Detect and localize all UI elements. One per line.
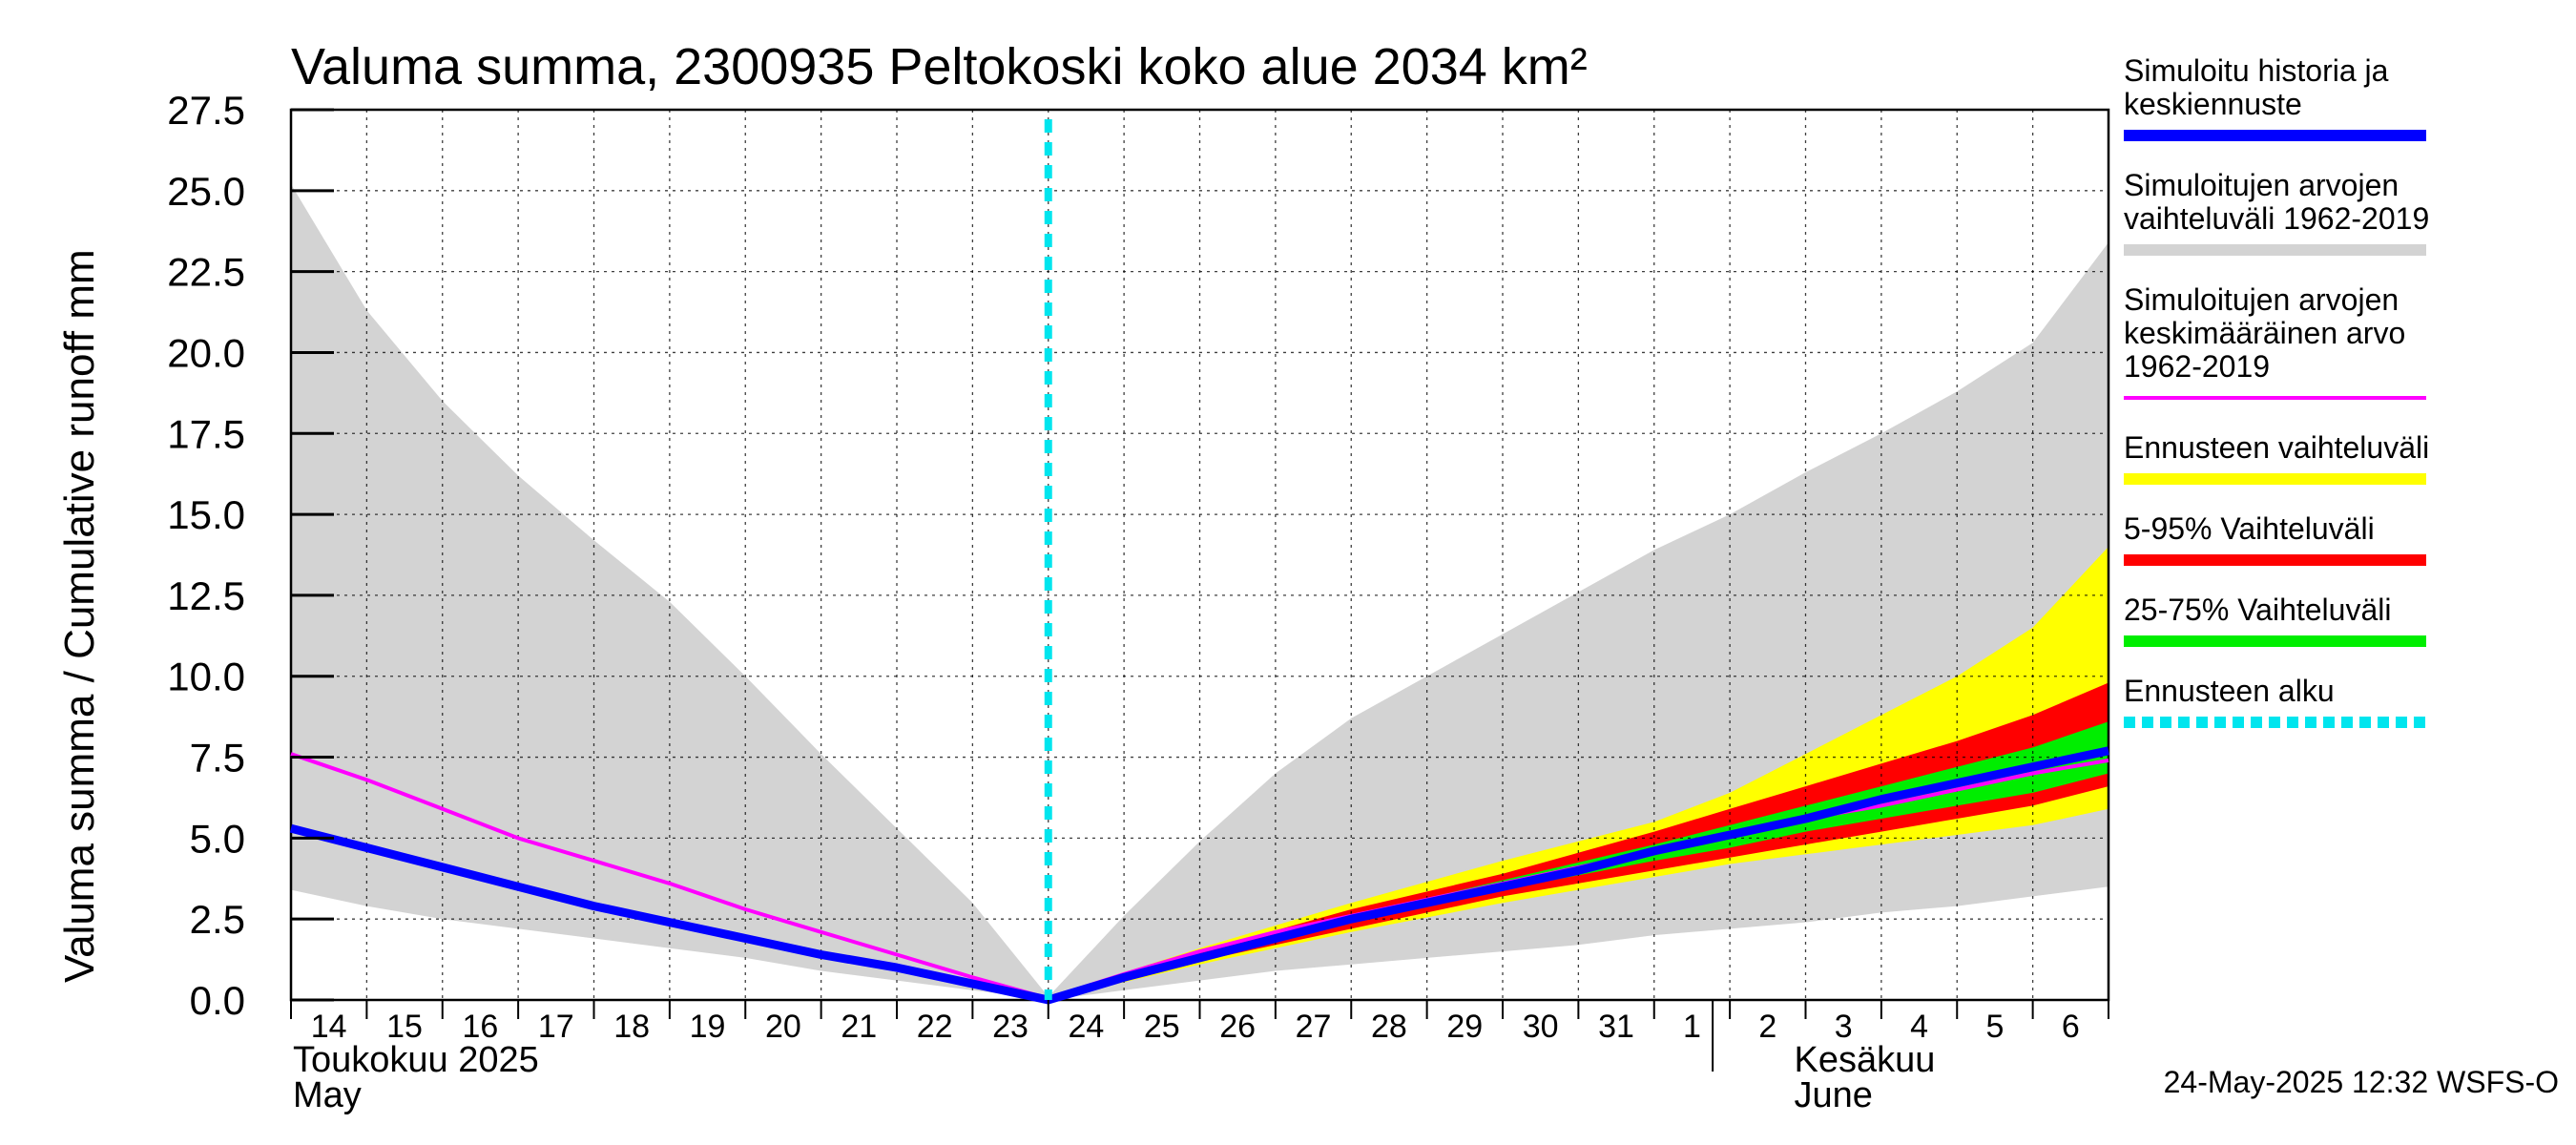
x-day-label: 26	[1219, 1009, 1256, 1045]
month-label-fi: Toukokuu 2025	[293, 1040, 539, 1080]
x-day-label: 14	[311, 1009, 347, 1045]
y-tick-label: 25.0	[167, 169, 245, 214]
legend-label: Simuloitu historia ja	[2124, 53, 2389, 88]
x-day-label: 24	[1069, 1009, 1105, 1045]
month-label-fi: Kesäkuu	[1795, 1040, 1936, 1080]
lines-layer	[289, 119, 2109, 1005]
y-axis: 0.0 2.5 5.0 7.5 10.0 12.5 15.0 17.5 20.0 22.5 25.0…	[167, 88, 334, 1023]
legend-label: Simuloitujen arvojen	[2124, 282, 2399, 317]
x-day-label: 4	[1910, 1009, 1928, 1045]
y-tick-label: 17.5	[167, 411, 245, 456]
legend-label: Ennusteen vaihteluväli	[2124, 430, 2429, 465]
x-day-label: 22	[917, 1009, 953, 1045]
legend-label: Simuloitujen arvojen	[2124, 168, 2399, 202]
x-day-label: 16	[463, 1009, 499, 1045]
band-5-95-vaihteluv-li	[1048, 682, 2109, 1000]
y-tick-label: 0.0	[190, 978, 245, 1023]
x-day-label: 2	[1758, 1009, 1776, 1045]
x-day-label: 3	[1835, 1009, 1853, 1045]
x-axis: 14 15 16 17 18 19 20 21 22 23 24 25 26 27 28 29 30 31 1 2 3 4…	[290, 1000, 2109, 1115]
x-day-label: 25	[1144, 1009, 1180, 1045]
y-tick-label: 15.0	[167, 492, 245, 537]
month-label-en: May	[293, 1075, 362, 1115]
y-tick-label: 22.5	[167, 250, 245, 295]
x-day-label: 23	[992, 1009, 1028, 1045]
footer-timestamp: 24-May-2025 12:32 WSFS-O	[2164, 1065, 2559, 1099]
month-label-en: June	[1795, 1075, 1873, 1115]
y-tick-label: 10.0	[167, 655, 245, 699]
legend-label: keskiennuste	[2124, 87, 2302, 121]
legend-label: 1962-2019	[2124, 349, 2270, 384]
x-day-label: 6	[2062, 1009, 2080, 1045]
legend-label: 25-75% Vaihteluväli	[2124, 593, 2391, 627]
y-tick-label: 20.0	[167, 330, 245, 375]
legend-label: 5-95% Vaihteluväli	[2124, 511, 2375, 546]
band-simuloitujen-arvojen-vaihteluv-li-1962-2019	[291, 184, 2109, 1000]
y-axis-label: Valuma summa / Cumulative runoff mm	[56, 249, 103, 983]
x-day-label: 5	[1985, 1009, 2004, 1045]
chart-title: Valuma summa, 2300935 Peltokoski koko al…	[291, 38, 1588, 95]
x-day-label: 31	[1598, 1009, 1634, 1045]
x-day-label: 19	[690, 1009, 726, 1045]
legend-label: vaihteluväli 1962-2019	[2124, 201, 2429, 236]
x-day-label: 20	[765, 1009, 801, 1045]
x-day-label: 27	[1296, 1009, 1332, 1045]
y-tick-label: 7.5	[190, 736, 245, 781]
x-day-label: 30	[1523, 1009, 1559, 1045]
x-day-label: 18	[613, 1009, 650, 1045]
x-day-label: 1	[1683, 1009, 1701, 1045]
y-tick-label: 2.5	[190, 897, 245, 942]
x-day-label: 29	[1446, 1009, 1483, 1045]
legend-label: keskimääräinen arvo	[2124, 316, 2405, 350]
line-simuloitu-historia-ja-keskiennuste	[289, 746, 2109, 1005]
y-tick-label: 27.5	[167, 88, 245, 133]
x-day-label: 28	[1371, 1009, 1407, 1045]
x-day-label: 17	[538, 1009, 574, 1045]
x-day-label: 21	[841, 1009, 877, 1045]
legend-label: Ennusteen alku	[2124, 674, 2335, 708]
y-tick-label: 12.5	[167, 573, 245, 618]
y-tick-label: 5.0	[190, 816, 245, 861]
x-day-label: 15	[386, 1009, 423, 1045]
